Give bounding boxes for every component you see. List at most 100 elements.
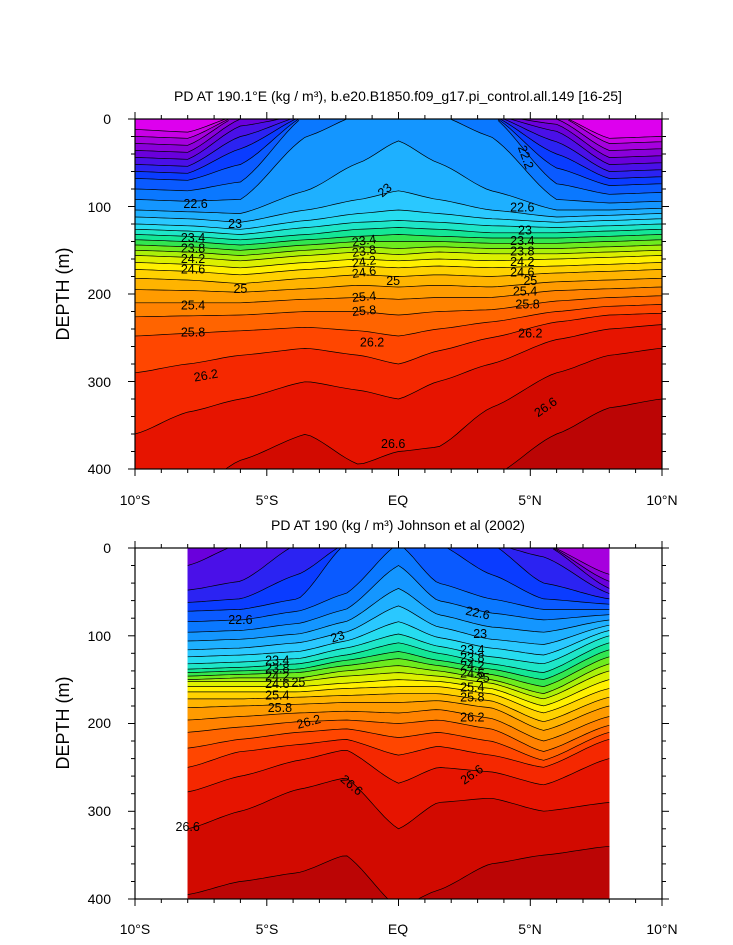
panel-model-y-axis-label: DEPTH (m) [53, 248, 73, 341]
contour-line [187, 649, 610, 680]
contour-line [135, 119, 662, 204]
contour-line [135, 312, 662, 374]
x-tick-label-10s: 10°S [120, 492, 151, 508]
density-band [135, 119, 662, 144]
contour-label: 24.6 [510, 265, 534, 279]
contour-label: 25.8 [515, 298, 539, 312]
panel-observed-contour-lines [187, 548, 610, 899]
contour-line [187, 679, 610, 707]
contour-label: 24.2 [351, 253, 377, 270]
panel-model-ticks [128, 112, 669, 476]
contour-line [187, 686, 610, 714]
contour-label: 24.2 [510, 255, 534, 269]
contour-label: 25.8 [460, 690, 484, 704]
density-band [135, 119, 662, 179]
density-band [135, 119, 662, 165]
contour-line [135, 119, 662, 186]
x-tick-label-5s: 5°S [256, 921, 279, 937]
y-tick-label-300: 300 [88, 803, 112, 819]
contour-label: 23.8 [181, 242, 205, 256]
contour-line [187, 728, 610, 761]
contour-label: 25.4 [460, 681, 484, 695]
contour-label: 23.4 [265, 653, 289, 667]
contour-line [187, 700, 610, 731]
density-band [135, 119, 662, 158]
contour-line [554, 548, 610, 575]
contour-line [135, 239, 662, 251]
contour-label: 22.6 [510, 201, 534, 215]
panel-model: PD AT 190.1°E (kg / m³), b.e20.B1850.f09… [53, 88, 678, 508]
contour-line [135, 269, 662, 284]
contour-line [135, 190, 662, 223]
contour-line [135, 255, 662, 269]
contour-label: 25.4 [513, 285, 537, 299]
contour-line [135, 119, 662, 144]
contour-label: 25 [523, 274, 537, 288]
contour-line [187, 642, 610, 673]
x-tick-label-eq: EQ [388, 492, 408, 508]
y-tick-label-100: 100 [88, 199, 112, 215]
contour-line [135, 286, 662, 304]
contour-label: 25.4 [265, 689, 289, 703]
panel-observed-x-tick-labels: 10°S 5°S EQ 5°N 10°N [120, 921, 678, 937]
density-band [135, 119, 662, 139]
x-tick-label-10n: 10°N [646, 492, 677, 508]
contour-line [187, 548, 610, 594]
contour-label: 23.8 [351, 243, 377, 260]
contour-line [187, 663, 610, 694]
x-tick-label-5n: 5°N [518, 921, 542, 937]
contour-line [135, 227, 662, 241]
contour-line [135, 277, 662, 293]
x-tick-label-10n: 10°N [646, 921, 677, 937]
contour-label: 23.8 [265, 661, 289, 675]
contour-line [135, 209, 662, 230]
contour-label: 22.6 [183, 197, 207, 211]
contour-line [135, 119, 662, 158]
density-band [135, 119, 662, 151]
contour-label: 24.2 [460, 659, 484, 673]
contour-label: 23.4 [181, 231, 205, 245]
contour-label: 23 [228, 217, 242, 231]
panel-model-density-field [135, 119, 662, 469]
contour-line [187, 588, 610, 642]
contour-line [135, 304, 662, 337]
contour-label: 25.8 [181, 326, 205, 340]
contour-label: 24.6 [460, 667, 484, 681]
panel-observed: PD AT 190 (kg / m³) Johnson et al (2002)… [53, 517, 678, 937]
contour-line [135, 119, 662, 179]
contour-line [187, 633, 610, 665]
contour-line [187, 656, 610, 687]
panel-model-y-tick-labels: 0 100 200 300 400 [88, 111, 112, 477]
contour-label: 23.4 [460, 643, 484, 657]
contour-line [135, 119, 662, 139]
contour-line [135, 249, 662, 262]
contour-label: 24.2 [181, 252, 205, 266]
contour-label: 23 [473, 627, 487, 641]
contour-label: 25.4 [351, 289, 377, 305]
contour-line [135, 119, 662, 172]
contour-line [187, 738, 610, 768]
contour-line [187, 605, 610, 651]
contour-label: 25 [233, 282, 247, 296]
contour-line [187, 749, 610, 793]
contour-label: 25.4 [181, 299, 205, 313]
y-tick-label-100: 100 [88, 628, 112, 644]
contour-line [187, 709, 610, 742]
contour-label: 26.2 [460, 710, 484, 724]
density-band [135, 119, 662, 195]
contour-label: 23 [329, 628, 347, 646]
contour-line [187, 548, 610, 603]
contour-label: 26.6 [381, 437, 405, 451]
contour-line [225, 347, 662, 469]
y-tick-label-200: 200 [88, 286, 112, 302]
contour-line [505, 398, 662, 469]
contour-line [187, 845, 610, 899]
panel-observed-density-field [187, 548, 610, 899]
contour-line [135, 244, 662, 256]
contour-line [187, 548, 610, 623]
contour-line [187, 670, 610, 700]
contour-label: 26.2 [518, 327, 542, 341]
contour-label: 23.8 [510, 244, 534, 258]
contour-label: 23.4 [351, 232, 377, 249]
